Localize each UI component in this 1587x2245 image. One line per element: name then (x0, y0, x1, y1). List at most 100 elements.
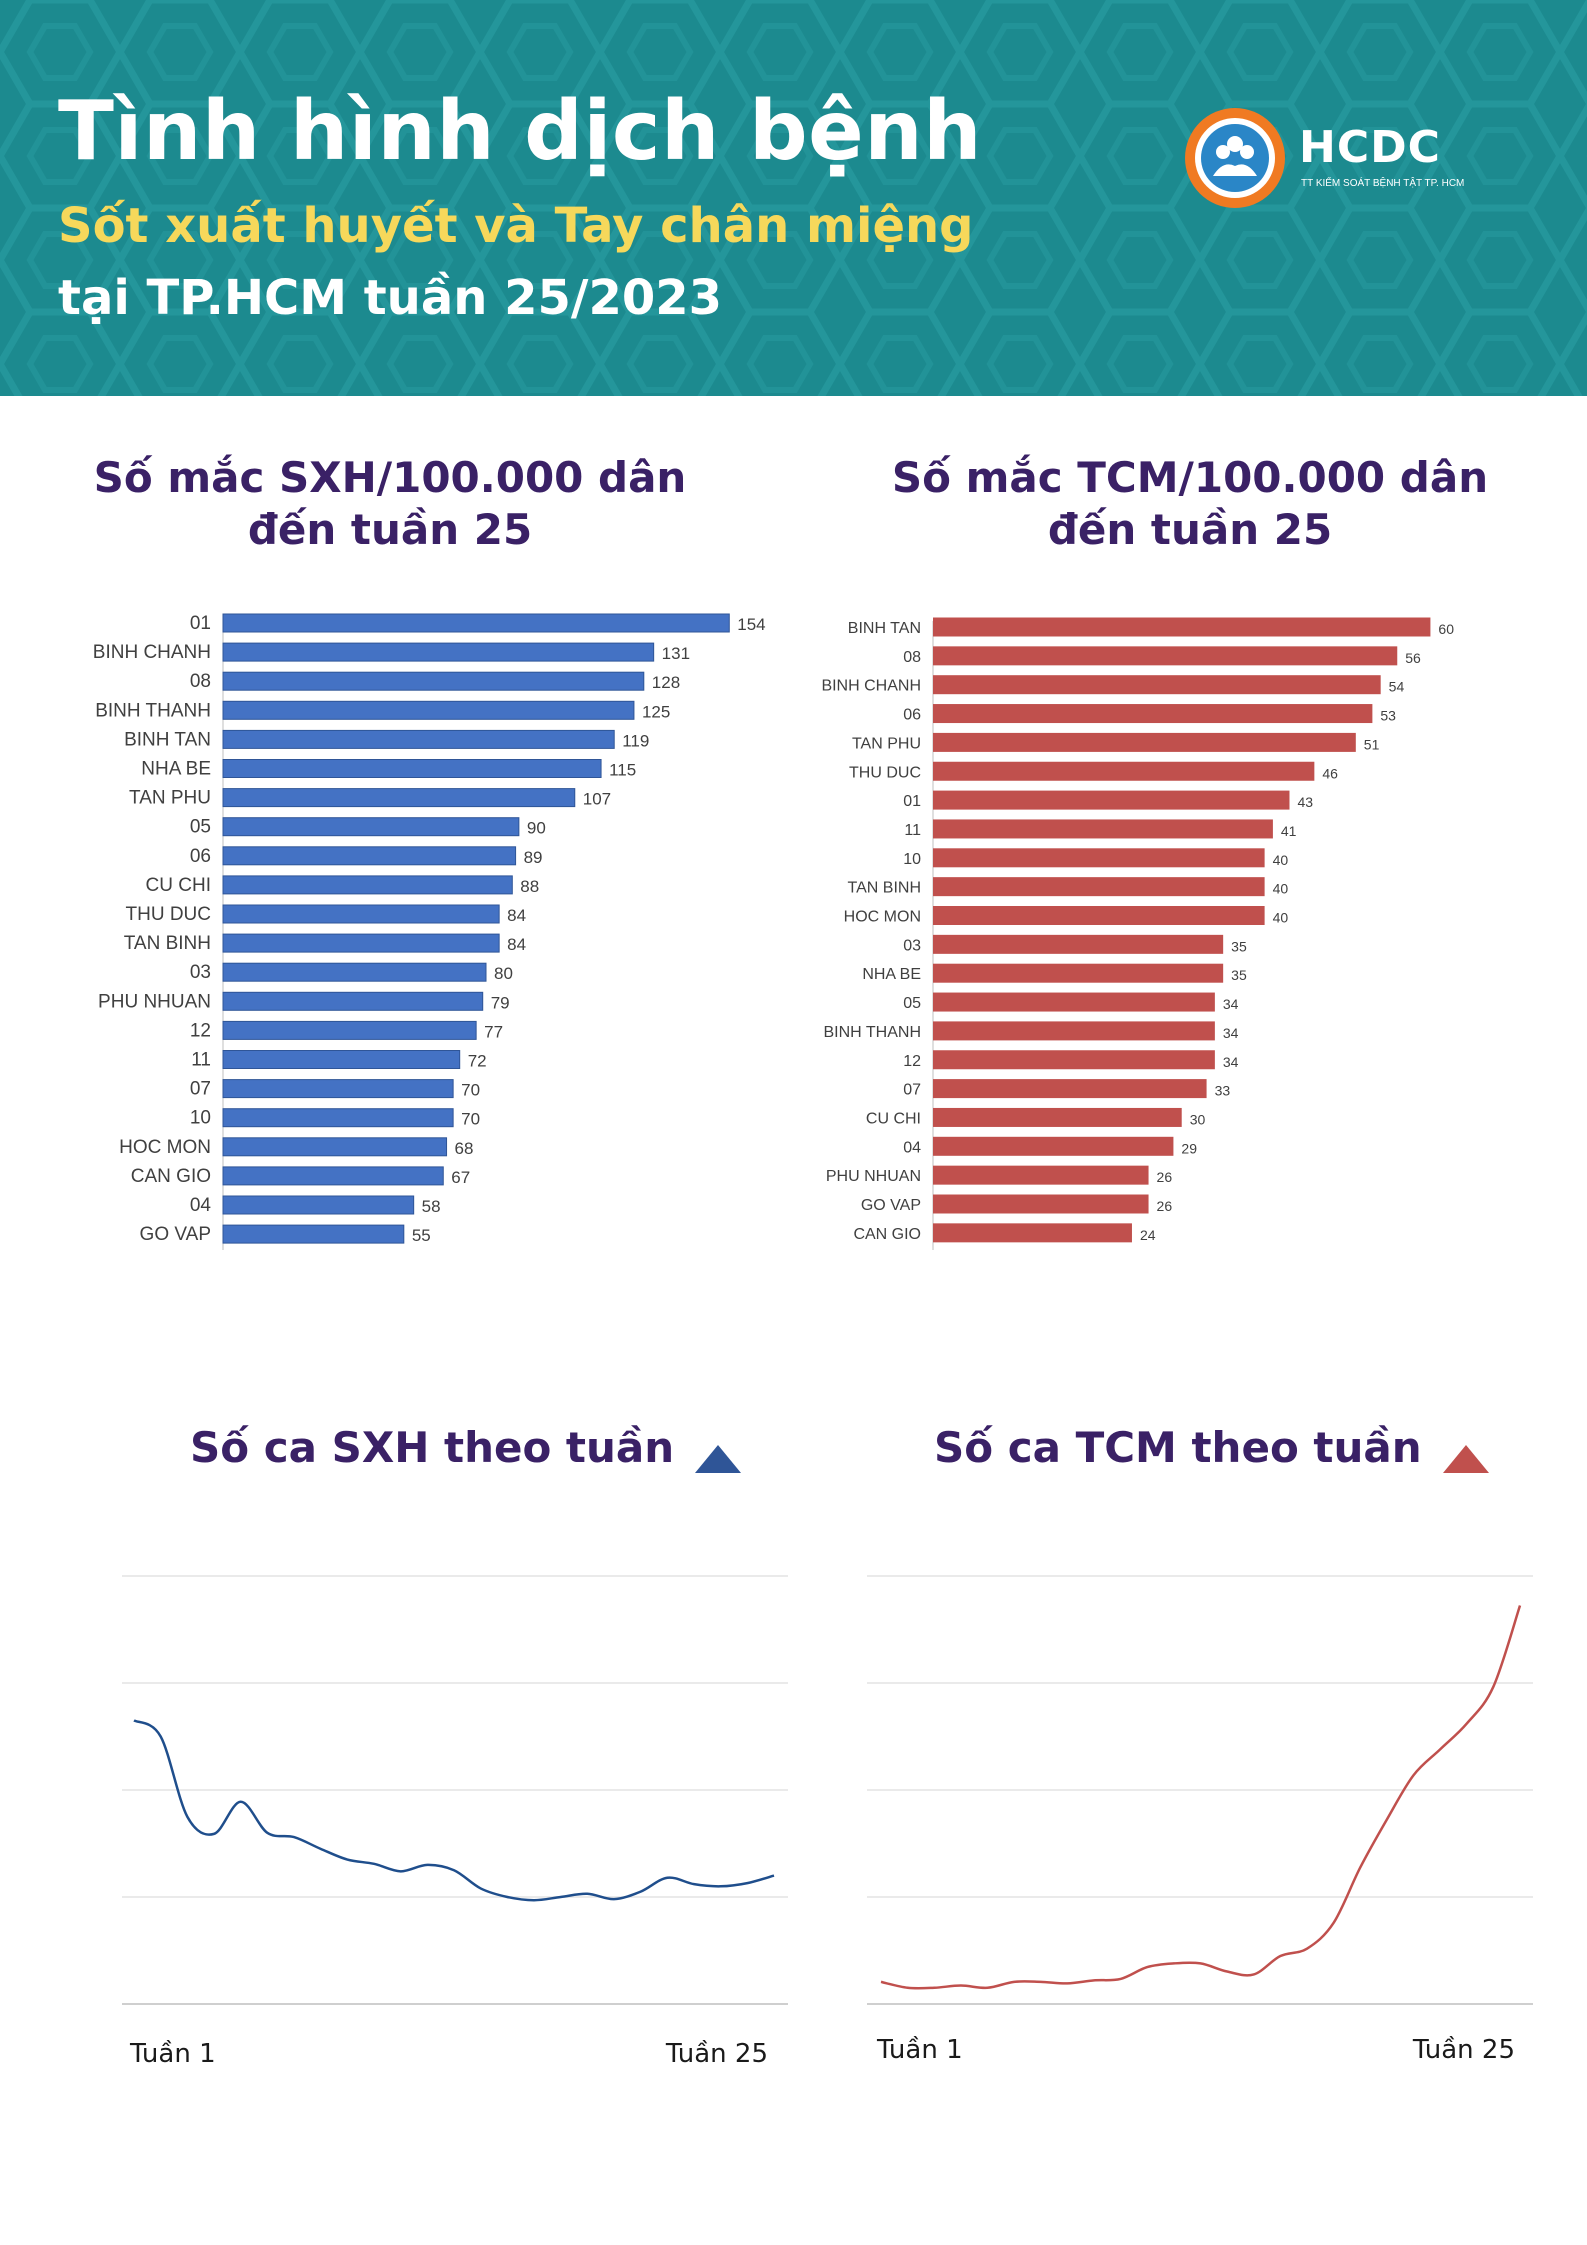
bar (222, 1224, 405, 1244)
bar-value-label: 24 (1140, 1227, 1156, 1243)
sxh-bar-chart: 01 154 BINH CHANH 131 08 128 BINH THANH 125 BINH… (93, 613, 766, 1250)
tcm-bar-chart: BINH TAN 60 08 56 BINH CHANH 54 06 53 TAN PHU 51 T… (821, 617, 1454, 1250)
bar (222, 729, 615, 749)
bar-value-label: 84 (507, 935, 526, 954)
bar-category-label: CAN GIO (853, 1226, 921, 1243)
bar (933, 992, 1215, 1012)
bar (222, 642, 655, 662)
bar (933, 732, 1356, 752)
bar-value-label: 60 (1438, 621, 1454, 637)
bar-category-label: 10 (903, 851, 921, 868)
bar (222, 991, 484, 1011)
bar-value-label: 43 (1297, 794, 1313, 810)
bar-value-label: 26 (1157, 1169, 1173, 1185)
bar-value-label: 77 (484, 1022, 503, 1041)
bar-value-label: 128 (652, 673, 680, 692)
bar-category-label: TAN BINH (124, 933, 211, 954)
bar (222, 904, 500, 924)
bar (222, 613, 730, 633)
sxh-line-heading: Số ca SXH theo tuần (190, 1422, 743, 1482)
bar (933, 906, 1265, 925)
bar-category-label: 04 (190, 1195, 212, 1216)
bar-category-label: BINH TAN (848, 620, 921, 637)
bar (933, 1107, 1182, 1127)
bar-category-label: 08 (903, 649, 921, 666)
bar (933, 819, 1273, 839)
bar-category-label: PHU NHUAN (98, 991, 211, 1012)
bar-value-label: 125 (642, 702, 670, 721)
hcdc-logo-text: HCDC (1299, 122, 1441, 173)
bar-category-label: 08 (190, 671, 211, 692)
bar-value-label: 84 (507, 906, 526, 925)
bar (933, 1079, 1207, 1099)
bar-category-label: CU CHI (866, 1110, 921, 1127)
bar (933, 1165, 1149, 1185)
bar-value-label: 80 (494, 964, 513, 983)
bar (222, 1079, 454, 1099)
bar-value-label: 90 (527, 819, 546, 838)
tcm-line-heading: Số ca TCM theo tuần (934, 1422, 1491, 1482)
bar-value-label: 35 (1231, 967, 1247, 983)
series-line (133, 1719, 775, 1902)
bar (222, 1195, 415, 1215)
bar-category-label: NHA BE (141, 759, 211, 780)
bar (222, 817, 520, 837)
bar (222, 1137, 448, 1157)
bar-value-label: 67 (451, 1168, 470, 1187)
hcdc-logo-tagline: TT KIỂM SOÁT BỆNH TẬT TP. HCM (1301, 178, 1465, 189)
bar-value-label: 40 (1273, 881, 1289, 897)
bar-value-label: 35 (1231, 938, 1247, 954)
bar-category-label: HOC MON (844, 909, 921, 926)
bar (222, 846, 517, 866)
bar-category-label: 05 (190, 817, 211, 838)
bar-value-label: 88 (520, 877, 539, 896)
bar (933, 704, 1373, 724)
bar (222, 875, 513, 895)
bar (222, 759, 602, 778)
bar-value-label: 70 (461, 1110, 480, 1129)
triangle-up-icon (1442, 1444, 1489, 1473)
bar (933, 963, 1224, 983)
bar-category-label: NHA BE (862, 966, 921, 983)
bar-category-label: 12 (190, 1020, 211, 1041)
bar (222, 671, 645, 691)
bar-value-label: 55 (412, 1226, 431, 1245)
series-line (880, 1605, 1522, 1990)
bar-value-label: 72 (468, 1052, 487, 1071)
bar-category-label: CAN GIO (131, 1166, 211, 1187)
x-axis-start-label: Tuần 1 (129, 2039, 216, 2069)
tcm-line-title: Số ca TCM theo tuần (934, 1423, 1422, 1472)
bar-value-label: 41 (1281, 823, 1297, 839)
bar-category-label: HOC MON (119, 1137, 211, 1158)
sxh-line-title: Số ca SXH theo tuần (190, 1423, 675, 1472)
bar (222, 933, 500, 953)
bar (222, 788, 576, 808)
bar-value-label: 29 (1181, 1140, 1197, 1156)
bar (222, 1020, 477, 1040)
bar-category-label: 11 (191, 1050, 211, 1071)
bar-category-label: 03 (903, 937, 921, 954)
bar (222, 1108, 454, 1128)
header-banner: Tình hình dịch bệnh Sốt xuất huyết và Ta… (0, 0, 1587, 396)
bar-value-label: 34 (1223, 1025, 1239, 1041)
bar-value-label: 33 (1215, 1083, 1231, 1099)
bar-category-label: BINH THANH (824, 1024, 922, 1041)
bar-category-label: 01 (903, 793, 921, 810)
bar-value-label: 51 (1364, 736, 1380, 752)
bar (933, 848, 1265, 868)
bar (222, 700, 635, 720)
bar-category-label: 11 (904, 822, 921, 839)
bar (933, 790, 1290, 810)
bar-value-label: 154 (737, 615, 765, 634)
bar (933, 675, 1381, 695)
x-axis-end-label: Tuần 25 (665, 2039, 768, 2069)
bar-category-label: THU DUC (849, 764, 921, 781)
bar-value-label: 68 (455, 1139, 474, 1158)
bar-value-label: 46 (1322, 765, 1338, 781)
tcm-line-chart: Tuần 1 Tuần 25 (867, 1575, 1533, 2065)
bar-category-label: TAN BINH (848, 880, 921, 897)
bar (933, 877, 1265, 897)
bar-value-label: 119 (622, 731, 649, 750)
bar (933, 1021, 1215, 1041)
bar (933, 1136, 1174, 1156)
